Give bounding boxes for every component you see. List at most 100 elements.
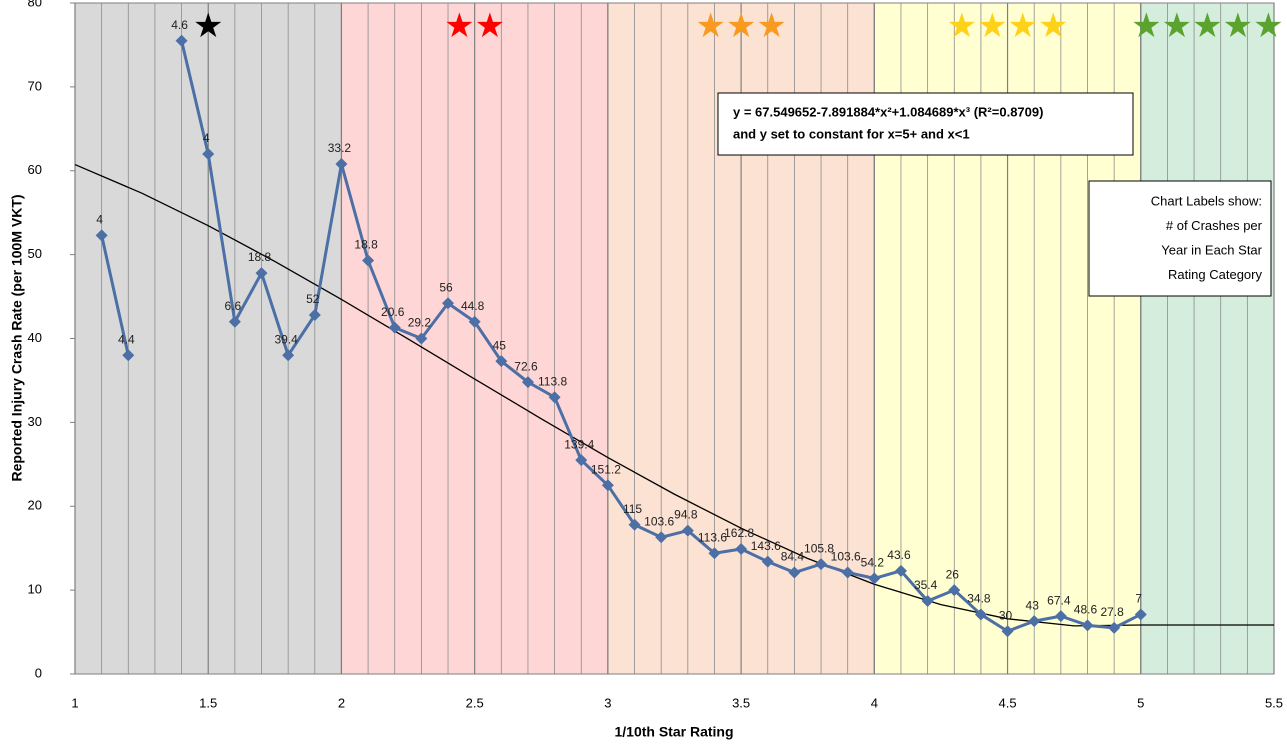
data-label: 43 bbox=[1026, 598, 1040, 612]
data-label: 115 bbox=[623, 502, 642, 516]
data-point bbox=[415, 332, 428, 345]
data-label: 151.2 bbox=[591, 462, 621, 476]
data-label: 29.2 bbox=[408, 316, 432, 330]
data-point bbox=[95, 229, 108, 242]
data-point bbox=[1001, 625, 1014, 638]
x-tick-label: 1 bbox=[71, 695, 78, 710]
data-label: 105.8 bbox=[804, 541, 834, 555]
data-point bbox=[815, 558, 828, 571]
star-rating: ★★★★★ bbox=[1131, 7, 1283, 45]
data-point bbox=[601, 479, 614, 492]
data-point bbox=[388, 321, 401, 334]
y-tick-label: 20 bbox=[28, 498, 42, 513]
data-label: 54.2 bbox=[861, 556, 885, 570]
note-box bbox=[1088, 180, 1272, 297]
data-point bbox=[974, 608, 987, 621]
x-tick-label: 2.5 bbox=[466, 695, 484, 710]
data-label: 35.4 bbox=[914, 578, 938, 592]
data-label: 27.8 bbox=[1100, 605, 1124, 619]
data-point bbox=[495, 355, 508, 368]
data-point bbox=[362, 254, 375, 267]
x-tick-label: 5 bbox=[1137, 695, 1144, 710]
data-label: 48.6 bbox=[1074, 603, 1098, 617]
data-label: 45 bbox=[493, 338, 507, 352]
data-point bbox=[894, 564, 907, 577]
data-point bbox=[442, 297, 455, 310]
data-label: 18.8 bbox=[354, 238, 378, 252]
y-tick-label: 80 bbox=[28, 0, 42, 9]
data-point bbox=[521, 376, 534, 389]
data-point bbox=[548, 391, 561, 404]
data-point bbox=[761, 555, 774, 568]
note-text: Year in Each Star bbox=[1161, 242, 1262, 257]
y-tick-label: 70 bbox=[28, 78, 42, 93]
data-label: 56 bbox=[439, 280, 453, 294]
star-rating: ★ bbox=[193, 7, 223, 45]
x-tick-label: 3.5 bbox=[732, 695, 750, 710]
data-label: 43.6 bbox=[887, 548, 911, 562]
data-label: 72.6 bbox=[514, 359, 538, 373]
star-rating: ★★ bbox=[444, 7, 505, 45]
data-point bbox=[655, 531, 668, 544]
x-tick-label: 4.5 bbox=[999, 695, 1017, 710]
data-point bbox=[575, 454, 588, 467]
star-band bbox=[1140, 2, 1275, 675]
data-label: 26 bbox=[946, 567, 960, 581]
data-label: 4.4 bbox=[118, 332, 135, 346]
data-point bbox=[1134, 608, 1147, 621]
data-point bbox=[628, 518, 641, 531]
data-point bbox=[228, 315, 241, 328]
data-label: 143.6 bbox=[751, 539, 781, 553]
x-tick-label: 1.5 bbox=[199, 695, 217, 710]
trend-line bbox=[74, 163, 1274, 627]
equation-text: y = 67.549652-7.891884*x²+1.084689*x³ (R… bbox=[733, 104, 1043, 119]
x-tick-label: 4 bbox=[871, 695, 878, 710]
note-text: Chart Labels show: bbox=[1151, 193, 1262, 208]
data-point bbox=[681, 524, 694, 537]
data-point bbox=[868, 572, 881, 585]
x-tick-label: 5.5 bbox=[1265, 695, 1283, 710]
data-point bbox=[308, 309, 321, 322]
data-point bbox=[1108, 621, 1121, 634]
y-tick-label: 60 bbox=[28, 162, 42, 177]
data-label: 44.8 bbox=[461, 299, 485, 313]
data-point bbox=[841, 566, 854, 579]
data-point bbox=[735, 543, 748, 556]
data-label: 33.2 bbox=[328, 141, 352, 155]
data-point bbox=[122, 349, 135, 362]
data-point bbox=[1054, 610, 1067, 623]
data-label: 30 bbox=[999, 608, 1013, 622]
data-label: 7 bbox=[1135, 592, 1142, 606]
data-point bbox=[335, 158, 348, 171]
data-label: 4 bbox=[203, 131, 210, 145]
data-label: 113.8 bbox=[538, 374, 567, 388]
data-label: 39.4 bbox=[274, 332, 298, 346]
data-label: 52 bbox=[306, 292, 320, 306]
data-label: 162.8 bbox=[724, 526, 754, 540]
data-label: 103.6 bbox=[644, 514, 674, 528]
data-label: 4 bbox=[96, 213, 103, 227]
data-point bbox=[788, 566, 801, 579]
equation-box bbox=[717, 92, 1134, 156]
data-point bbox=[282, 349, 295, 362]
x-tick-label: 3 bbox=[604, 695, 611, 710]
y-tick-label: 50 bbox=[28, 246, 42, 261]
data-point bbox=[1081, 619, 1094, 632]
data-label: 34.8 bbox=[967, 592, 991, 606]
y-tick-label: 10 bbox=[28, 582, 42, 597]
data-label: 84.4 bbox=[781, 550, 805, 564]
note-text: Rating Category bbox=[1168, 267, 1262, 282]
y-tick-label: 30 bbox=[28, 414, 42, 429]
data-label: 139.4 bbox=[564, 437, 594, 451]
data-label: 6.6 bbox=[225, 299, 242, 313]
x-tick-label: 2 bbox=[338, 695, 345, 710]
star-rating: ★★★★ bbox=[947, 7, 1069, 45]
data-point bbox=[708, 547, 721, 560]
data-point bbox=[1028, 615, 1041, 628]
y-tick-label: 40 bbox=[28, 330, 42, 345]
y-axis-title: Reported Injury Crash Rate (per 100M VKT… bbox=[9, 194, 25, 481]
star-rating: ★★★ bbox=[695, 7, 786, 45]
data-label: 18.8 bbox=[248, 250, 272, 264]
data-point bbox=[948, 584, 961, 597]
